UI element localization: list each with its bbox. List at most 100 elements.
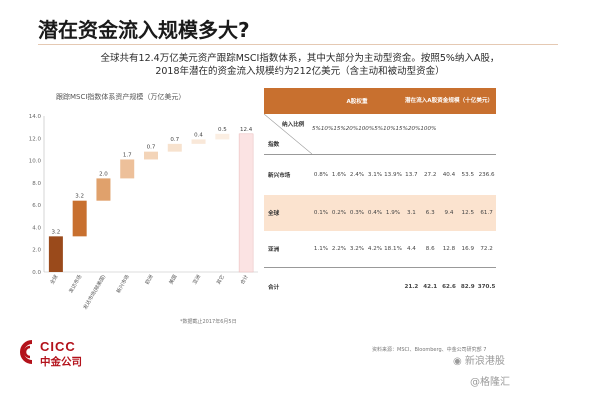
pct-header-cell: 100% <box>420 126 437 132</box>
inflow-table: A股权重 潜在流入A股资金规模（十亿美元） 纳入比例 指数 5% 10% 15% 20… <box>264 88 496 306</box>
bar <box>191 139 206 144</box>
pct-header-cell: 15% <box>333 126 346 132</box>
page-title: 潜在资金流入规模多大? <box>38 18 250 42</box>
table-cell: 18.1% <box>384 246 402 252</box>
table-cell: 13.7 <box>405 172 418 178</box>
data-label: 3.2 <box>52 229 61 235</box>
x-tick-label: 全球 <box>49 274 60 286</box>
data-label: 0.7 <box>147 145 156 151</box>
table-row: 新兴市场 0.8% 1.6% 2.4% 3.1% 13.9% 13.7 27.2 40.4 53.… <box>264 155 496 195</box>
data-label: 1.7 <box>123 152 132 158</box>
table-cell: 1.1% <box>313 246 329 252</box>
data-label: 2.0 <box>99 171 108 177</box>
corner-label-ratio: 纳入比例 <box>282 122 305 128</box>
logo-chinese: 中金公司 <box>40 356 82 368</box>
table-cell: 3.1% <box>367 172 383 178</box>
pct-header-cell: 20% <box>407 126 421 132</box>
table-source-text: 资料来源：MSCI、Bloomberg、中金公司研究部 <box>372 347 482 353</box>
bar <box>238 133 254 273</box>
title-divider <box>38 44 558 45</box>
table-row: 合计 21.2 42.1 62.6 82.9 370.5 <box>264 268 496 306</box>
table-source: 资料来源：MSCI、Bloomberg、中金公司研究部 7 <box>372 346 486 353</box>
pct-header-cell: 5% <box>312 126 321 132</box>
y-tick-label: 4.0 <box>32 225 41 231</box>
table-cell: 21.2 <box>404 284 419 290</box>
data-label: 12.4 <box>240 127 253 133</box>
table-cell: 8.6 <box>425 246 435 252</box>
bar <box>144 151 158 160</box>
table-cell: 0.1% <box>313 210 329 216</box>
bar <box>120 159 135 179</box>
table-cell: 3.1 <box>406 210 416 216</box>
table-cell: 0.2% <box>331 210 347 216</box>
table-cell: 0.4% <box>367 210 383 216</box>
pct-header-cell: 10% <box>320 126 334 132</box>
table-cell: 13.9% <box>384 172 402 178</box>
pct-header-row: 5% 10% 15% 20% 100% 5% 10% 15% 20% 100% <box>312 126 436 132</box>
table-cell: 62.6 <box>442 284 456 290</box>
table-cell: 0.3% <box>349 210 365 216</box>
watermark-sina: ◉ 新浪港股 <box>453 356 505 367</box>
pct-header-cell: 100% <box>358 126 375 132</box>
table-subheader: 纳入比例 指数 5% 10% 15% 20% 100% 5% 10% 15% 20% 100% <box>264 114 496 155</box>
table-cell: 236.6 <box>478 172 495 178</box>
y-tick-label: 12.0 <box>29 136 42 142</box>
table-cell: 1.9% <box>385 210 401 216</box>
table-cell: 72.2 <box>480 246 493 252</box>
row-label: 全球 <box>268 211 280 217</box>
table-body: 新兴市场 0.8% 1.6% 2.4% 3.1% 13.9% 13.7 27.2 40.4 53.… <box>264 155 496 306</box>
table-cell: 0.8% <box>313 172 329 178</box>
subtitle-line-1: 全球共有12.4万亿美元资产跟踪MSCI指数体系，其中大部分为主动型资金。按照5… <box>100 53 500 64</box>
table-cell: 2.4% <box>349 172 365 178</box>
y-tick-label: 14.0 <box>29 114 42 120</box>
table-cell: 82.9 <box>460 284 475 290</box>
subtitle-line-2: 2018年潜在的资金流入规模约为212亿美元（含主动和被动型资金） <box>155 66 445 77</box>
table-cell: 9.4 <box>444 210 454 216</box>
x-tick-label: 新兴市场 <box>115 274 131 295</box>
bar <box>167 143 182 152</box>
x-tick-label: 发达市场 <box>67 274 83 295</box>
row-label: 合计 <box>268 285 280 291</box>
x-tick-label: 美国 <box>167 274 178 286</box>
table-cell: 4.4 <box>406 246 416 252</box>
table-row: 全球 0.1% 0.2% 0.3% 0.4% 1.9% 3.1 6.3 9.4 12.5 61.7 <box>264 195 496 231</box>
page-number: 7 <box>483 347 487 353</box>
bar <box>215 133 230 140</box>
table-cell: 42.1 <box>423 284 438 290</box>
table-cell: 370.5 <box>477 284 496 290</box>
table-cell: 6.3 <box>425 210 435 216</box>
corner-diagonal <box>264 114 312 154</box>
table-cell: 2.2% <box>331 246 347 252</box>
data-label: 0.4 <box>194 132 203 138</box>
y-tick-label: 6.0 <box>32 203 41 209</box>
logo-latin: CICC <box>40 339 76 354</box>
row-label: 亚洲 <box>268 247 280 253</box>
subtitle: 全球共有12.4万亿美元资产跟踪MSCI指数体系，其中大部分为主动型资金。按照5… <box>40 52 560 78</box>
waterfall-chart: 0.0 2.0 4.0 6.0 8.0 10.0 12.0 14.0 3.2 全球 3.2 发达市场 2… <box>29 114 258 311</box>
bar <box>48 236 63 272</box>
pct-header-cell: 15% <box>395 126 408 132</box>
row-label: 新兴市场 <box>268 173 291 179</box>
header-a-share-weight: A股权重 <box>346 99 368 105</box>
header-potential-inflow: 潜在流入A股资金规模（十亿美元） <box>404 98 494 104</box>
data-label: 0.7 <box>170 137 179 143</box>
y-tick-label: 0.0 <box>32 270 41 276</box>
x-tick-label: 亚洲 <box>192 274 202 286</box>
chart-source-note: *数据截止2017年6月5日 <box>180 319 237 325</box>
x-tick-label: 合计 <box>239 274 250 286</box>
table-cell: 1.6% <box>331 172 347 178</box>
table-cell: 3.2% <box>349 246 365 252</box>
table-cell: 12.8 <box>442 246 456 252</box>
bar <box>96 178 111 201</box>
corner-label-index: 指数 <box>268 142 280 148</box>
pct-header-cell: 5% <box>374 126 384 132</box>
y-tick-label: 8.0 <box>32 181 41 187</box>
data-label: 0.5 <box>218 127 227 133</box>
data-label: 3.2 <box>75 194 84 200</box>
table-cell: 16.9 <box>461 246 475 252</box>
table-cell: 53.5 <box>461 172 475 178</box>
table-cell: 61.7 <box>480 210 493 216</box>
table-cell: 40.4 <box>442 172 456 178</box>
x-tick-label: 发达市场(除美国) <box>82 273 108 310</box>
table-header-corner <box>264 88 312 114</box>
